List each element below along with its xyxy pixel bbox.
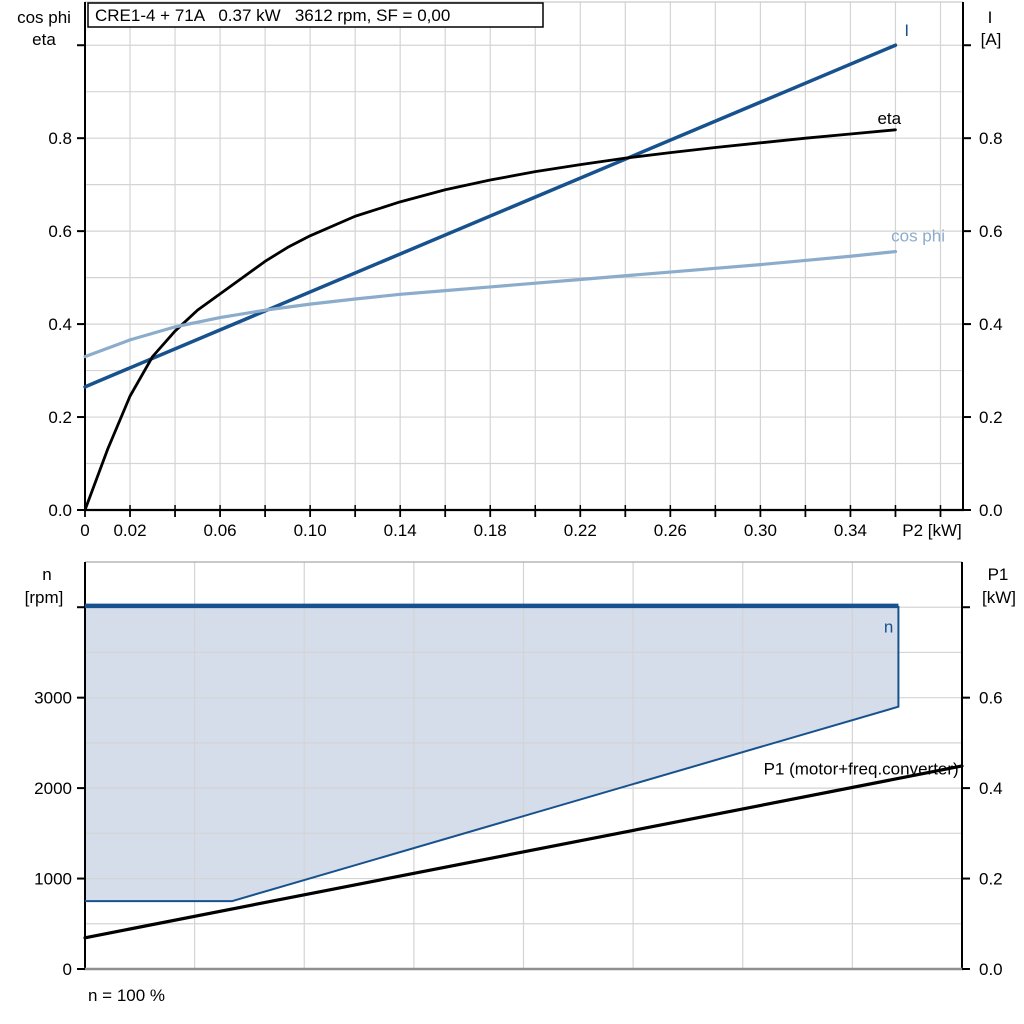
bottom-chart-speed-power: 0 1000 2000 3000 0.0 0.2 0.4 0.6 n P1 (motor+freq… bbox=[34, 561, 1003, 979]
series-line-I bbox=[83, 43, 898, 389]
y-tick-label-right: 0.6 bbox=[979, 222, 1003, 241]
y-tick-label-left: 0.4 bbox=[48, 315, 72, 334]
y-tick-label-left: 3000 bbox=[34, 689, 72, 708]
chart-title: CRE1-4 + 71A 0.37 kW 3612 rpm, SF = 0,00 bbox=[95, 6, 450, 25]
y-tick-label-left: 1000 bbox=[34, 870, 72, 889]
top-chart-p2-curves: 0 0.02 0.06 0.10 0.14 0.18 0.22 0.26 0.30 0.34 0.0… bbox=[48, 1, 1003, 540]
y-tick-label-right: 0.4 bbox=[979, 779, 1003, 798]
speed-footnote: n = 100 % bbox=[88, 986, 165, 1005]
curve-label-eta: eta bbox=[877, 109, 901, 128]
x-tick-label: 0.14 bbox=[384, 521, 417, 540]
bottom-left-axis-title-n: n bbox=[42, 565, 51, 584]
series-line-p1 bbox=[83, 764, 964, 940]
title-box bbox=[87, 2, 544, 28]
y-tick-label-left: 0.8 bbox=[48, 129, 72, 148]
bottom-right-axis-title-kw: [kW] bbox=[982, 588, 1016, 607]
x-tick-label: 0.34 bbox=[834, 521, 867, 540]
curve-label-cos-phi: cos phi bbox=[891, 226, 945, 245]
y-tick-label-right: 0.2 bbox=[979, 408, 1003, 427]
y-tick-label-left: 0.6 bbox=[48, 222, 72, 241]
curve-label-p1: P1 (motor+freq.converter) bbox=[764, 760, 959, 779]
y-tick-label-right: 0.4 bbox=[979, 315, 1003, 334]
x-tick-label: 0.26 bbox=[654, 521, 687, 540]
series-line-cos-phi bbox=[83, 249, 898, 359]
curve-label-I: I bbox=[904, 21, 909, 40]
y-tick-label-left: 2000 bbox=[34, 779, 72, 798]
operating-envelope-boundary bbox=[85, 605, 900, 903]
top-left-axis-title-eta: eta bbox=[32, 30, 56, 49]
top-right-axis-title-amps: [A] bbox=[981, 30, 1002, 49]
x-tick-label: 0.18 bbox=[474, 521, 507, 540]
top-x-axis-unit-label: P2 [kW] bbox=[902, 521, 962, 540]
y-tick-label-right: 0.0 bbox=[979, 960, 1003, 979]
y-tick-label-right: 0.2 bbox=[979, 870, 1003, 889]
bottom-right-axis-title-p1: P1 bbox=[988, 565, 1009, 584]
y-tick-label-right: 0.0 bbox=[979, 501, 1003, 520]
y-tick-label-right: 0.6 bbox=[979, 689, 1003, 708]
x-tick-label: 0 bbox=[80, 521, 89, 540]
curve-label-n: n bbox=[884, 618, 893, 637]
y-tick-label-left: 0.2 bbox=[48, 408, 72, 427]
top-left-axis-title-cosphi: cos phi bbox=[17, 8, 71, 27]
top-right-axis-title-i: I bbox=[988, 8, 993, 27]
y-tick-label-right: 0.8 bbox=[979, 129, 1003, 148]
series-line-eta bbox=[83, 128, 897, 512]
x-tick-label: 0.06 bbox=[204, 521, 237, 540]
x-tick-label: 0.30 bbox=[744, 521, 777, 540]
bottom-left-axis-title-rpm: [rpm] bbox=[25, 588, 64, 607]
operating-envelope-area bbox=[85, 605, 899, 902]
y-tick-label-left: 0 bbox=[63, 960, 72, 979]
y-tick-label-left: 0.0 bbox=[48, 501, 72, 520]
x-tick-label: 0.10 bbox=[294, 521, 327, 540]
x-tick-label: 0.22 bbox=[564, 521, 597, 540]
x-tick-label: 0.02 bbox=[113, 521, 146, 540]
